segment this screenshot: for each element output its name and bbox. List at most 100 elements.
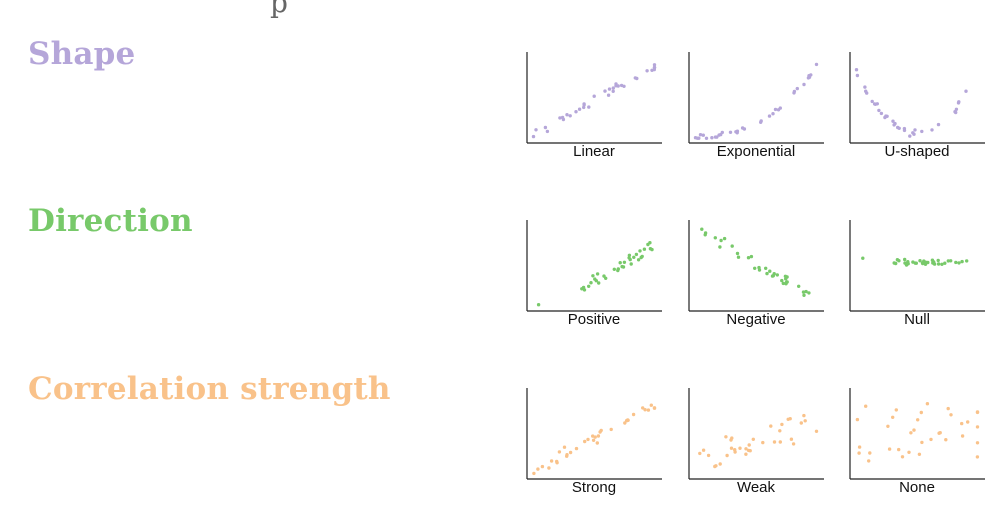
scatter-point: [857, 451, 861, 455]
scatter-point: [746, 448, 751, 453]
scatter-point: [757, 268, 762, 272]
scatter-point: [652, 63, 657, 67]
scatter-panel-linear: Linear: [526, 52, 662, 167]
scatter-plot: [526, 220, 662, 312]
scatter-point: [574, 446, 579, 451]
scatter-point: [949, 413, 953, 417]
panel-label: Linear: [573, 143, 615, 160]
scatter-point: [589, 281, 593, 285]
scatter-point: [638, 249, 642, 253]
scatter-point: [949, 259, 953, 263]
scatter-point: [643, 408, 647, 412]
scatter-point: [914, 261, 918, 265]
scatter-point: [772, 440, 777, 444]
scatter-point: [645, 69, 649, 73]
scatter-point: [565, 453, 569, 457]
scatter-point: [891, 415, 895, 419]
scatter-point: [652, 67, 656, 72]
scatter-point: [735, 131, 739, 135]
scatter-point: [730, 244, 734, 248]
scatter-point: [891, 119, 895, 123]
scatter-point: [646, 408, 651, 412]
scatter-point: [717, 133, 721, 137]
scatter-point: [636, 258, 641, 262]
scatter-point: [593, 435, 597, 439]
scatter-point: [735, 251, 740, 256]
scatter-point: [919, 410, 923, 415]
scatter-point: [946, 406, 950, 411]
scatter-point: [778, 440, 782, 444]
scatter-plot: [849, 52, 985, 144]
scatter-point: [936, 262, 941, 266]
scatter-point: [925, 402, 930, 406]
scatter-point: [531, 134, 536, 139]
scatter-point: [641, 406, 645, 410]
scatter-point: [802, 82, 806, 87]
scatter-point: [558, 116, 562, 120]
scatter-point: [719, 238, 723, 243]
scatter-point: [596, 434, 601, 438]
scatter-point: [792, 91, 796, 95]
scatter-point: [698, 451, 702, 456]
scatter-point: [920, 129, 924, 134]
scatter-point: [957, 261, 961, 265]
panel-label: Positive: [567, 311, 621, 328]
scatter-point: [956, 101, 961, 105]
panel-label: Weak: [736, 479, 776, 496]
scatter-panel-weak: Weak: [688, 388, 824, 503]
scatter-point: [855, 417, 860, 422]
scatter-point: [715, 135, 719, 139]
scatter-point: [631, 412, 636, 417]
scatter-point: [799, 421, 803, 425]
scatter-point: [640, 254, 644, 259]
scatter-point: [611, 89, 615, 93]
scatter-point: [926, 260, 930, 265]
scatter-point: [903, 261, 907, 265]
scatter-point: [623, 421, 627, 425]
scatter-point: [700, 227, 704, 231]
scatter-panel-u-shaped: U-shaped: [849, 52, 985, 167]
scatter-point: [814, 429, 819, 433]
scatter-point: [652, 406, 657, 410]
scatter-point: [780, 278, 784, 283]
scatter-point: [896, 125, 900, 130]
scatter-point: [722, 236, 727, 241]
scatter-point: [768, 269, 772, 273]
scatter-point: [751, 437, 755, 441]
scatter-point: [704, 136, 709, 140]
scatter-point: [789, 437, 794, 441]
scatter-point: [620, 264, 624, 269]
scatter-point: [561, 117, 566, 122]
scatter-point: [795, 86, 799, 91]
scatter-point: [801, 290, 806, 294]
scatter-point: [960, 434, 965, 438]
scatter-point: [595, 441, 599, 445]
scatter-point: [557, 450, 562, 454]
scatter-point: [960, 421, 964, 426]
scatter-point: [861, 256, 865, 260]
scatter-point: [725, 453, 729, 458]
scatter-point: [877, 108, 881, 113]
scatter-point: [713, 464, 717, 469]
scatter-point: [693, 136, 698, 140]
scatter-point: [540, 464, 545, 469]
scatter-point: [706, 453, 711, 458]
scatter-point: [867, 459, 871, 463]
scatter-point: [775, 273, 779, 277]
scatter-point: [857, 445, 862, 449]
scatter-point: [591, 438, 596, 442]
scatter-point: [917, 452, 922, 456]
scatter-point: [855, 73, 860, 78]
scatter-point: [698, 133, 703, 137]
scatter-point: [703, 231, 708, 235]
scatter-panel-positive: Positive: [526, 220, 662, 335]
scatter-point: [906, 260, 910, 264]
scatter-point: [918, 259, 922, 263]
panel-label: None: [899, 479, 935, 496]
scatter-plot: [849, 388, 985, 480]
scatter-point: [930, 128, 934, 132]
scatter-point: [729, 446, 734, 450]
scatter-point: [886, 424, 890, 428]
scatter-point: [767, 114, 772, 118]
scatter-point: [627, 256, 631, 260]
